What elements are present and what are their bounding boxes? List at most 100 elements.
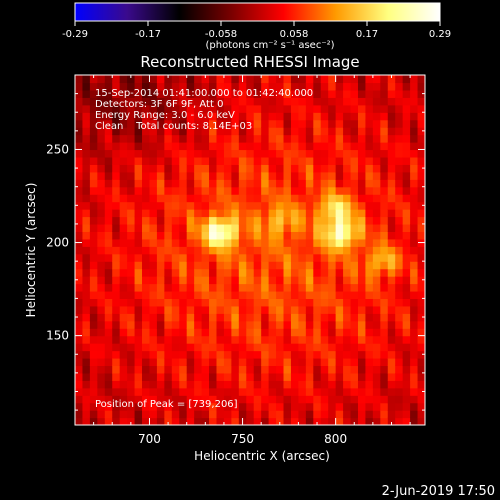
heatmap-cell — [290, 209, 300, 218]
heatmap-cell — [97, 410, 106, 419]
heatmap-cell — [268, 328, 277, 337]
heatmap-cell — [268, 246, 277, 255]
heatmap-cell — [335, 253, 344, 262]
heatmap-cell — [365, 179, 374, 188]
heatmap-cell — [75, 335, 84, 344]
heatmap-cell — [75, 149, 84, 158]
heatmap-cell — [142, 298, 151, 307]
heatmap-cell — [402, 104, 411, 113]
heatmap-cell — [261, 417, 270, 425]
heatmap-cell — [298, 410, 307, 419]
heatmap-cell — [112, 231, 121, 240]
heatmap-cell — [410, 313, 419, 322]
heatmap-cell — [276, 238, 285, 247]
heatmap-cell — [194, 313, 203, 322]
heatmap-cell — [171, 417, 180, 425]
heatmap-cell — [290, 335, 300, 344]
heatmap-cell — [320, 313, 329, 322]
heatmap-cell — [231, 343, 240, 352]
heatmap-cell — [119, 298, 128, 307]
heatmap-cell — [402, 223, 411, 232]
heatmap-cell — [276, 89, 285, 98]
heatmap-cell — [387, 216, 396, 225]
heatmap-cell — [112, 246, 121, 255]
heatmap-cell — [276, 164, 285, 173]
heatmap-cell — [119, 305, 128, 314]
heatmap-cell — [186, 209, 195, 218]
heatmap-cell — [142, 305, 151, 314]
heatmap-cell — [290, 231, 300, 240]
heatmap-cell — [283, 164, 292, 173]
heatmap-cell — [201, 305, 210, 314]
heatmap-cell — [112, 134, 121, 143]
heatmap-cell — [283, 82, 292, 91]
heatmap-cell — [268, 149, 277, 158]
heatmap-cell — [253, 127, 262, 136]
heatmap-cell — [320, 134, 329, 143]
heatmap-cell — [97, 350, 106, 359]
heatmap-cell — [410, 82, 419, 91]
heatmap-cell — [89, 142, 98, 151]
heatmap-cell — [194, 216, 203, 225]
heatmap-cell — [290, 402, 300, 411]
y-tick-label: 250 — [46, 142, 69, 156]
heatmap-cell — [246, 365, 255, 374]
heatmap-cell — [171, 164, 180, 173]
heatmap-cell — [283, 75, 292, 84]
heatmap-cell — [380, 186, 389, 195]
heatmap-cell — [231, 298, 240, 307]
heatmap-cell — [186, 194, 195, 203]
heatmap-cell — [402, 402, 411, 411]
heatmap-cell — [97, 357, 106, 367]
heatmap-cell — [164, 320, 173, 329]
heatmap-cell — [253, 335, 262, 344]
heatmap-cell — [410, 350, 419, 359]
heatmap-cell — [216, 290, 225, 300]
heatmap-cell — [127, 298, 136, 307]
heatmap-cell — [171, 149, 180, 158]
heatmap-cell — [395, 268, 404, 277]
heatmap-cell — [97, 283, 106, 292]
heatmap-cell — [75, 216, 84, 225]
heatmap-cell — [104, 75, 113, 84]
heatmap-cell — [82, 357, 91, 367]
heatmap-cell — [97, 149, 106, 158]
heatmap-cell — [171, 112, 180, 121]
heatmap-cell — [209, 97, 218, 106]
heatmap-cell — [298, 75, 307, 84]
heatmap-cell — [417, 246, 425, 255]
heatmap-cell — [283, 201, 292, 210]
heatmap-cell — [372, 164, 381, 173]
heatmap-cell — [350, 328, 359, 337]
heatmap-cell — [276, 97, 285, 106]
heatmap-cell — [402, 268, 411, 277]
heatmap-cell — [75, 231, 84, 240]
heatmap-cell — [305, 156, 314, 165]
heatmap-cell — [372, 216, 381, 225]
heatmap-cell — [343, 298, 352, 307]
heatmap-cell — [261, 134, 270, 143]
heatmap-cell — [231, 357, 240, 367]
heatmap-cell — [209, 149, 218, 158]
heatmap-cell — [119, 276, 128, 285]
heatmap-cell — [290, 328, 300, 337]
heatmap-cell — [112, 112, 121, 121]
heatmap-cell — [402, 387, 411, 396]
heatmap-cell — [328, 216, 337, 225]
heatmap-cell — [261, 335, 270, 344]
heatmap-cell — [380, 119, 389, 128]
heatmap-cell — [119, 134, 128, 143]
heatmap-cell — [365, 313, 374, 322]
heatmap-cell — [112, 209, 121, 218]
colorbar-tick-label: -0.17 — [135, 29, 161, 40]
heatmap-cell — [179, 209, 188, 218]
heatmap-cell — [209, 410, 218, 419]
heatmap-cell — [156, 328, 165, 337]
heatmap-cell — [119, 395, 128, 404]
heatmap-cell — [82, 246, 91, 255]
heatmap-cell — [417, 298, 425, 307]
heatmap-cell — [395, 343, 404, 352]
heatmap-cell — [328, 89, 337, 98]
heatmap-cell — [268, 410, 277, 419]
